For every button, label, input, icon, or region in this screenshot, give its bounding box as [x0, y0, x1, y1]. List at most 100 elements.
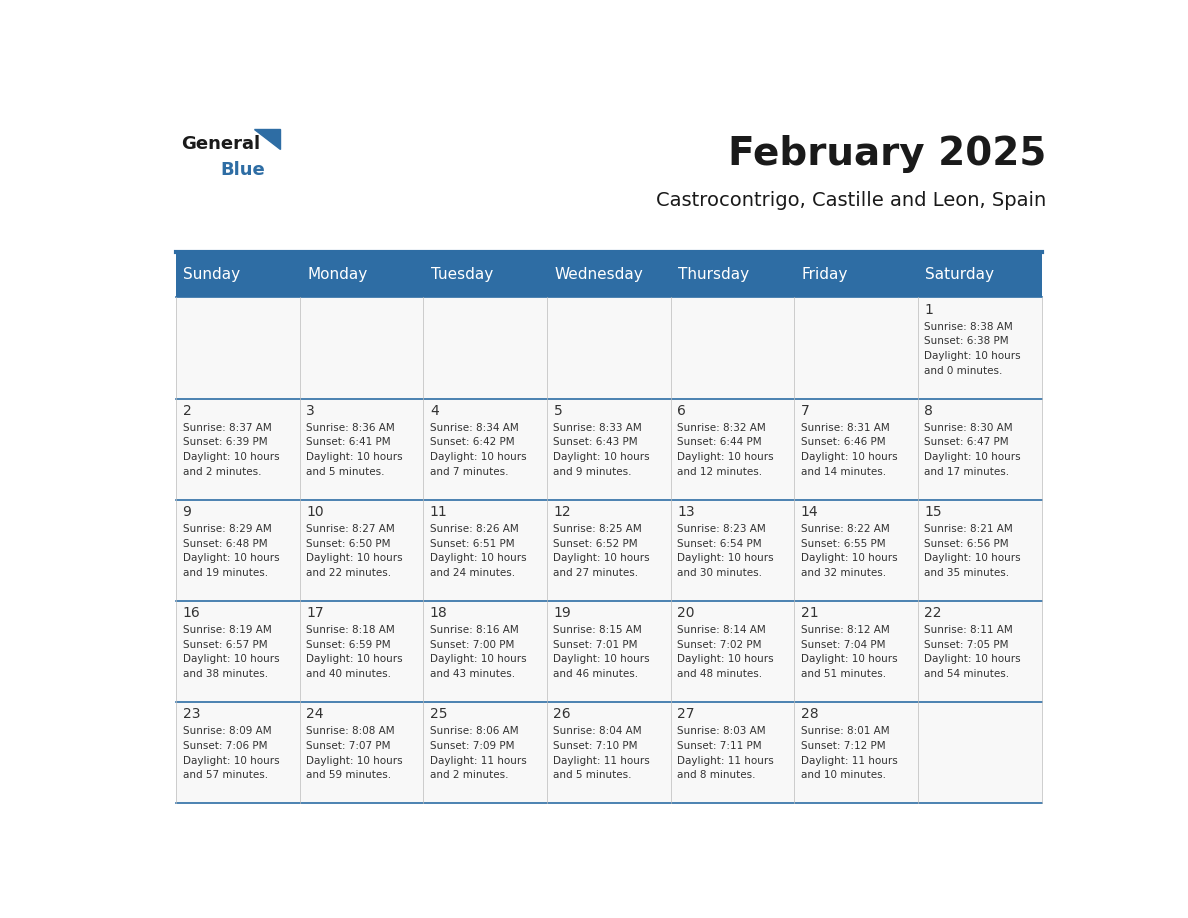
Text: Daylight: 10 hours: Daylight: 10 hours: [183, 554, 279, 564]
Text: Sunrise: 8:08 AM: Sunrise: 8:08 AM: [307, 726, 394, 736]
FancyBboxPatch shape: [918, 701, 1042, 803]
FancyBboxPatch shape: [795, 701, 918, 803]
Text: Daylight: 10 hours: Daylight: 10 hours: [183, 655, 279, 665]
Text: and 17 minutes.: and 17 minutes.: [924, 467, 1010, 477]
Text: 12: 12: [554, 505, 571, 520]
Text: Daylight: 10 hours: Daylight: 10 hours: [677, 453, 773, 463]
Text: 24: 24: [307, 708, 323, 722]
Text: 20: 20: [677, 607, 695, 621]
Text: Daylight: 11 hours: Daylight: 11 hours: [430, 756, 526, 766]
FancyBboxPatch shape: [795, 600, 918, 701]
Text: Sunset: 6:46 PM: Sunset: 6:46 PM: [801, 438, 885, 447]
FancyBboxPatch shape: [795, 297, 918, 398]
FancyBboxPatch shape: [423, 701, 546, 803]
Text: Sunrise: 8:11 AM: Sunrise: 8:11 AM: [924, 625, 1013, 634]
Text: Sunrise: 8:38 AM: Sunrise: 8:38 AM: [924, 321, 1013, 331]
Text: Sunrise: 8:29 AM: Sunrise: 8:29 AM: [183, 523, 271, 533]
Text: and 54 minutes.: and 54 minutes.: [924, 669, 1010, 679]
FancyBboxPatch shape: [176, 398, 299, 499]
Text: Wednesday: Wednesday: [555, 267, 643, 282]
Text: Sunset: 6:42 PM: Sunset: 6:42 PM: [430, 438, 514, 447]
Text: Sunset: 6:55 PM: Sunset: 6:55 PM: [801, 539, 885, 549]
Text: Sunset: 6:54 PM: Sunset: 6:54 PM: [677, 539, 762, 549]
FancyBboxPatch shape: [671, 398, 795, 499]
FancyBboxPatch shape: [795, 499, 918, 600]
Text: 7: 7: [801, 404, 809, 419]
FancyBboxPatch shape: [176, 499, 299, 600]
Text: and 5 minutes.: and 5 minutes.: [307, 467, 385, 477]
Text: Sunrise: 8:32 AM: Sunrise: 8:32 AM: [677, 422, 766, 432]
FancyBboxPatch shape: [423, 398, 546, 499]
Text: February 2025: February 2025: [728, 135, 1047, 173]
Text: Sunset: 6:44 PM: Sunset: 6:44 PM: [677, 438, 762, 447]
Text: Daylight: 10 hours: Daylight: 10 hours: [183, 756, 279, 766]
Text: Sunset: 7:11 PM: Sunset: 7:11 PM: [677, 741, 762, 751]
Text: Sunset: 7:04 PM: Sunset: 7:04 PM: [801, 640, 885, 650]
Text: and 32 minutes.: and 32 minutes.: [801, 568, 886, 578]
Text: Sunset: 6:47 PM: Sunset: 6:47 PM: [924, 438, 1009, 447]
Text: Sunset: 7:12 PM: Sunset: 7:12 PM: [801, 741, 885, 751]
Text: Sunrise: 8:19 AM: Sunrise: 8:19 AM: [183, 625, 271, 634]
FancyBboxPatch shape: [918, 297, 1042, 398]
Text: Sunset: 6:38 PM: Sunset: 6:38 PM: [924, 336, 1009, 346]
FancyBboxPatch shape: [423, 499, 546, 600]
Text: 17: 17: [307, 607, 324, 621]
Text: Sunset: 6:43 PM: Sunset: 6:43 PM: [554, 438, 638, 447]
Text: and 27 minutes.: and 27 minutes.: [554, 568, 639, 578]
Text: Sunset: 6:59 PM: Sunset: 6:59 PM: [307, 640, 391, 650]
Text: Daylight: 10 hours: Daylight: 10 hours: [554, 453, 650, 463]
Text: 27: 27: [677, 708, 695, 722]
Text: Saturday: Saturday: [925, 267, 994, 282]
FancyBboxPatch shape: [795, 398, 918, 499]
Text: Sunrise: 8:12 AM: Sunrise: 8:12 AM: [801, 625, 890, 634]
Text: 6: 6: [677, 404, 685, 419]
Text: Sunset: 7:05 PM: Sunset: 7:05 PM: [924, 640, 1009, 650]
Text: 26: 26: [554, 708, 571, 722]
Text: Daylight: 10 hours: Daylight: 10 hours: [801, 453, 897, 463]
Text: 11: 11: [430, 505, 448, 520]
Text: Sunrise: 8:23 AM: Sunrise: 8:23 AM: [677, 523, 766, 533]
Text: Sunset: 7:01 PM: Sunset: 7:01 PM: [554, 640, 638, 650]
Text: 14: 14: [801, 505, 819, 520]
Text: 13: 13: [677, 505, 695, 520]
Text: and 38 minutes.: and 38 minutes.: [183, 669, 267, 679]
Text: Monday: Monday: [308, 267, 367, 282]
Text: 19: 19: [554, 607, 571, 621]
Text: 25: 25: [430, 708, 448, 722]
Text: Sunrise: 8:01 AM: Sunrise: 8:01 AM: [801, 726, 890, 736]
FancyBboxPatch shape: [176, 600, 299, 701]
Text: 15: 15: [924, 505, 942, 520]
Text: and 59 minutes.: and 59 minutes.: [307, 770, 391, 780]
Text: Sunset: 7:00 PM: Sunset: 7:00 PM: [430, 640, 514, 650]
Text: Sunset: 7:10 PM: Sunset: 7:10 PM: [554, 741, 638, 751]
Text: Sunset: 6:56 PM: Sunset: 6:56 PM: [924, 539, 1009, 549]
Text: Daylight: 11 hours: Daylight: 11 hours: [554, 756, 650, 766]
FancyBboxPatch shape: [423, 297, 546, 398]
Text: Sunrise: 8:21 AM: Sunrise: 8:21 AM: [924, 523, 1013, 533]
FancyBboxPatch shape: [546, 701, 671, 803]
Text: 18: 18: [430, 607, 448, 621]
Polygon shape: [254, 129, 280, 149]
Text: and 57 minutes.: and 57 minutes.: [183, 770, 267, 780]
Text: Sunset: 6:51 PM: Sunset: 6:51 PM: [430, 539, 514, 549]
FancyBboxPatch shape: [671, 499, 795, 600]
Text: Sunrise: 8:30 AM: Sunrise: 8:30 AM: [924, 422, 1013, 432]
Text: 16: 16: [183, 607, 201, 621]
Text: 5: 5: [554, 404, 562, 419]
Text: and 22 minutes.: and 22 minutes.: [307, 568, 391, 578]
Text: and 14 minutes.: and 14 minutes.: [801, 467, 886, 477]
FancyBboxPatch shape: [299, 398, 423, 499]
Text: Daylight: 10 hours: Daylight: 10 hours: [677, 655, 773, 665]
Text: Sunrise: 8:36 AM: Sunrise: 8:36 AM: [307, 422, 394, 432]
Text: Daylight: 10 hours: Daylight: 10 hours: [430, 453, 526, 463]
FancyBboxPatch shape: [671, 297, 795, 398]
Text: Sunrise: 8:09 AM: Sunrise: 8:09 AM: [183, 726, 271, 736]
Text: Daylight: 10 hours: Daylight: 10 hours: [307, 756, 403, 766]
Text: Sunrise: 8:04 AM: Sunrise: 8:04 AM: [554, 726, 642, 736]
Text: Sunrise: 8:18 AM: Sunrise: 8:18 AM: [307, 625, 394, 634]
Text: Sunrise: 8:31 AM: Sunrise: 8:31 AM: [801, 422, 890, 432]
Text: 3: 3: [307, 404, 315, 419]
Text: Daylight: 11 hours: Daylight: 11 hours: [677, 756, 773, 766]
FancyBboxPatch shape: [176, 297, 299, 398]
Text: 1: 1: [924, 303, 934, 317]
